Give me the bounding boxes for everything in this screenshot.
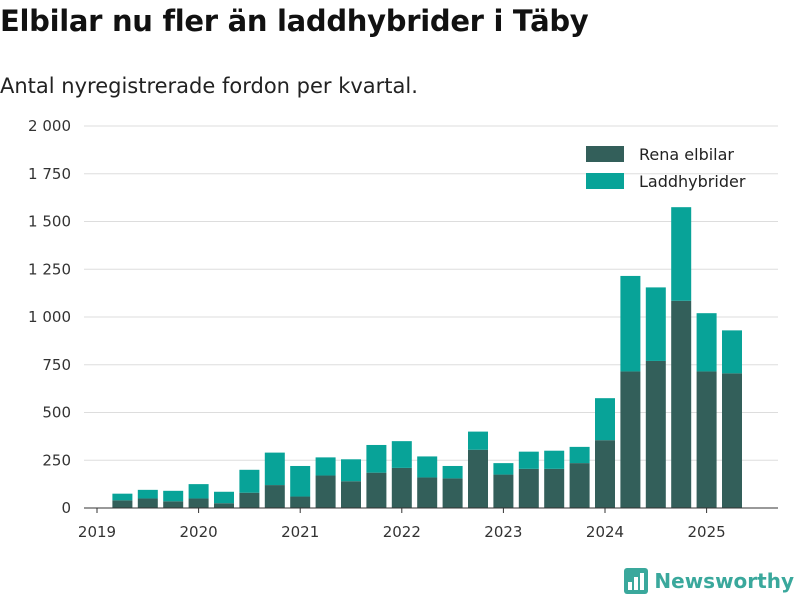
y-tick-label: 0 xyxy=(61,499,71,517)
legend-swatch xyxy=(586,146,624,162)
bar-rena-elbilar-2021-Q4 xyxy=(366,472,387,508)
bar-rena-elbilar-2023-Q4 xyxy=(569,463,590,508)
x-tick-label: 2023 xyxy=(484,523,522,541)
x-tick-label: 2020 xyxy=(180,523,218,541)
bar-rena-elbilar-2024-Q4 xyxy=(671,300,692,508)
y-tick-label: 2 000 xyxy=(28,117,71,135)
bar-rena-elbilar-2019-Q4 xyxy=(163,501,184,508)
bar-laddhybrider-2020-Q1 xyxy=(188,484,209,499)
bar-rena-elbilar-2022-Q3 xyxy=(442,478,463,508)
bar-rena-elbilar-2023-Q1 xyxy=(493,474,514,508)
x-tick-label: 2019 xyxy=(78,523,116,541)
legend-swatch xyxy=(586,173,624,189)
bar-laddhybrider-2024-Q3 xyxy=(645,287,666,361)
bar-laddhybrider-2020-Q2 xyxy=(214,491,234,504)
bar-laddhybrider-2025-Q2 xyxy=(722,330,742,374)
bars xyxy=(112,207,742,508)
y-tick-label: 1 250 xyxy=(28,260,71,278)
x-axis: 2019 2020 2021 2022 2023 2024 2025 xyxy=(78,507,778,541)
chart-subtitle: Antal nyregistrerade fordon per kvartal. xyxy=(0,74,418,98)
legend: Rena elbilar Laddhybrider xyxy=(586,145,746,191)
bar-laddhybrider-2019-Q3 xyxy=(137,489,158,499)
bar-laddhybrider-2020-Q4 xyxy=(264,452,285,486)
bar-laddhybrider-2023-Q3 xyxy=(544,450,565,469)
bar-laddhybrider-2022-Q4 xyxy=(468,431,488,450)
bar-rena-elbilar-2021-Q1 xyxy=(290,496,311,508)
bar-laddhybrider-2023-Q1 xyxy=(493,463,514,475)
bar-rena-elbilar-2021-Q3 xyxy=(341,481,361,508)
bar-laddhybrider-2022-Q2 xyxy=(417,456,438,478)
bar-laddhybrider-2021-Q3 xyxy=(341,459,361,482)
bar-chart-icon xyxy=(624,568,649,594)
bar-rena-elbilar-2021-Q2 xyxy=(315,475,336,508)
bar-rena-elbilar-2024-Q2 xyxy=(620,371,641,508)
bar-rena-elbilar-2024-Q3 xyxy=(645,360,666,508)
y-tick-label: 750 xyxy=(42,356,71,374)
brand-logo: Newsworthy xyxy=(624,566,794,596)
bar-rena-elbilar-2025-Q1 xyxy=(696,371,717,508)
bar-rena-elbilar-2022-Q4 xyxy=(468,449,488,508)
x-tick-label: 2024 xyxy=(586,523,624,541)
bar-rena-elbilar-2025-Q2 xyxy=(722,373,742,508)
bar-laddhybrider-2022-Q3 xyxy=(442,465,463,479)
bar-rena-elbilar-2023-Q3 xyxy=(544,468,565,508)
bar-laddhybrider-2019-Q4 xyxy=(163,490,184,502)
chart-title: Elbilar nu fler än laddhybrider i Täby xyxy=(0,4,589,38)
bar-laddhybrider-2024-Q1 xyxy=(595,398,615,441)
bar-laddhybrider-2023-Q4 xyxy=(569,446,590,464)
bar-laddhybrider-2024-Q2 xyxy=(620,275,641,372)
bar-rena-elbilar-2020-Q3 xyxy=(239,492,260,508)
bar-rena-elbilar-2019-Q2 xyxy=(112,500,133,508)
legend-label: Rena elbilar xyxy=(639,145,734,164)
x-tick-label: 2021 xyxy=(281,523,319,541)
y-tick-label: 1 750 xyxy=(28,165,71,183)
y-axis-ticks: 0 250 500 750 1 000 1 250 1 500 1 750 2 000 xyxy=(28,117,71,517)
y-tick-label: 1 000 xyxy=(28,308,71,326)
x-tick-label: 2022 xyxy=(383,523,421,541)
bar-laddhybrider-2020-Q3 xyxy=(239,469,260,493)
bar-rena-elbilar-2022-Q1 xyxy=(391,467,412,508)
bar-rena-elbilar-2020-Q1 xyxy=(188,498,209,508)
bar-laddhybrider-2021-Q1 xyxy=(290,465,311,497)
bar-laddhybrider-2025-Q1 xyxy=(696,313,717,372)
bar-rena-elbilar-2023-Q2 xyxy=(518,468,539,508)
bar-laddhybrider-2024-Q4 xyxy=(671,207,692,301)
brand-name: Newsworthy xyxy=(654,569,794,593)
bar-laddhybrider-2019-Q2 xyxy=(112,493,133,501)
bar-rena-elbilar-2024-Q1 xyxy=(595,440,615,508)
bar-laddhybrider-2021-Q2 xyxy=(315,457,336,476)
bar-rena-elbilar-2022-Q2 xyxy=(417,477,438,508)
legend-label: Laddhybrider xyxy=(639,172,746,191)
x-tick-label: 2025 xyxy=(688,523,726,541)
y-tick-label: 500 xyxy=(42,404,71,422)
bar-laddhybrider-2022-Q1 xyxy=(391,441,412,468)
bar-rena-elbilar-2019-Q3 xyxy=(137,498,158,508)
y-tick-label: 1 500 xyxy=(28,213,71,231)
bar-laddhybrider-2021-Q4 xyxy=(366,444,387,473)
y-tick-label: 250 xyxy=(42,451,71,469)
bar-rena-elbilar-2020-Q2 xyxy=(214,503,234,508)
bar-rena-elbilar-2020-Q4 xyxy=(264,485,285,508)
bar-laddhybrider-2023-Q2 xyxy=(518,451,539,469)
